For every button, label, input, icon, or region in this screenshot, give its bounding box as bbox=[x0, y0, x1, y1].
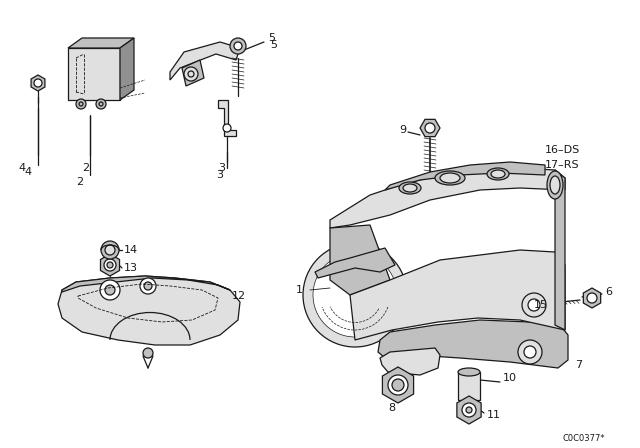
Circle shape bbox=[466, 407, 472, 413]
Text: 14: 14 bbox=[124, 245, 138, 255]
Circle shape bbox=[230, 38, 246, 54]
Ellipse shape bbox=[435, 171, 465, 185]
Ellipse shape bbox=[547, 171, 563, 199]
Polygon shape bbox=[330, 168, 565, 228]
Text: 4: 4 bbox=[24, 167, 31, 177]
Circle shape bbox=[392, 379, 404, 391]
Polygon shape bbox=[170, 42, 240, 80]
Text: 13: 13 bbox=[124, 263, 138, 273]
Circle shape bbox=[528, 299, 540, 311]
Polygon shape bbox=[380, 348, 440, 375]
Polygon shape bbox=[457, 396, 481, 424]
Text: 6: 6 bbox=[605, 287, 612, 297]
Circle shape bbox=[144, 282, 152, 290]
Ellipse shape bbox=[399, 182, 421, 194]
Circle shape bbox=[104, 259, 116, 271]
Text: 1: 1 bbox=[296, 285, 303, 295]
Circle shape bbox=[105, 285, 115, 295]
Circle shape bbox=[522, 293, 546, 317]
Circle shape bbox=[587, 293, 597, 303]
Ellipse shape bbox=[458, 368, 480, 376]
Text: 3: 3 bbox=[218, 163, 225, 173]
Circle shape bbox=[143, 348, 153, 358]
Polygon shape bbox=[218, 100, 236, 136]
Text: 4: 4 bbox=[19, 163, 26, 173]
Ellipse shape bbox=[487, 168, 509, 180]
Circle shape bbox=[388, 375, 408, 395]
Polygon shape bbox=[383, 367, 413, 403]
Circle shape bbox=[101, 241, 119, 259]
Polygon shape bbox=[68, 38, 134, 48]
Text: 8: 8 bbox=[388, 403, 396, 413]
Polygon shape bbox=[330, 225, 390, 295]
Polygon shape bbox=[350, 250, 565, 340]
Polygon shape bbox=[120, 38, 134, 100]
Polygon shape bbox=[378, 320, 568, 368]
Circle shape bbox=[462, 403, 476, 417]
Polygon shape bbox=[420, 119, 440, 137]
Polygon shape bbox=[62, 276, 230, 292]
Polygon shape bbox=[58, 276, 240, 345]
Circle shape bbox=[234, 42, 242, 50]
Circle shape bbox=[140, 278, 156, 294]
Text: 7: 7 bbox=[575, 360, 582, 370]
Circle shape bbox=[76, 99, 86, 109]
Text: 9: 9 bbox=[399, 125, 406, 135]
Circle shape bbox=[105, 245, 115, 255]
Ellipse shape bbox=[403, 184, 417, 192]
Polygon shape bbox=[555, 170, 565, 330]
Text: 15: 15 bbox=[534, 300, 548, 310]
Bar bbox=[458, 372, 480, 400]
Polygon shape bbox=[31, 75, 45, 91]
Circle shape bbox=[100, 280, 120, 300]
Text: 5: 5 bbox=[268, 33, 275, 43]
Text: 11: 11 bbox=[487, 410, 501, 420]
Polygon shape bbox=[182, 60, 204, 86]
Text: 2: 2 bbox=[83, 163, 90, 173]
Polygon shape bbox=[385, 162, 545, 190]
Text: 10: 10 bbox=[503, 373, 517, 383]
Text: 12: 12 bbox=[232, 291, 246, 301]
Circle shape bbox=[34, 79, 42, 87]
Text: 5: 5 bbox=[270, 40, 277, 50]
Text: 2: 2 bbox=[76, 177, 84, 187]
Text: 3: 3 bbox=[216, 170, 223, 180]
Circle shape bbox=[303, 243, 407, 347]
Text: 16–DS: 16–DS bbox=[545, 145, 580, 155]
Polygon shape bbox=[100, 254, 120, 276]
Circle shape bbox=[518, 340, 542, 364]
Circle shape bbox=[223, 124, 231, 132]
Ellipse shape bbox=[440, 173, 460, 183]
Ellipse shape bbox=[550, 176, 560, 194]
Circle shape bbox=[184, 67, 198, 81]
Polygon shape bbox=[583, 288, 601, 308]
Circle shape bbox=[107, 262, 113, 268]
Bar bbox=[68, 48, 120, 100]
Circle shape bbox=[524, 346, 536, 358]
Polygon shape bbox=[315, 248, 395, 278]
Ellipse shape bbox=[491, 170, 505, 178]
Circle shape bbox=[425, 123, 435, 133]
Circle shape bbox=[313, 253, 397, 337]
Text: C0C0377*: C0C0377* bbox=[563, 434, 605, 443]
Text: 17–RS: 17–RS bbox=[545, 160, 580, 170]
Circle shape bbox=[96, 99, 106, 109]
